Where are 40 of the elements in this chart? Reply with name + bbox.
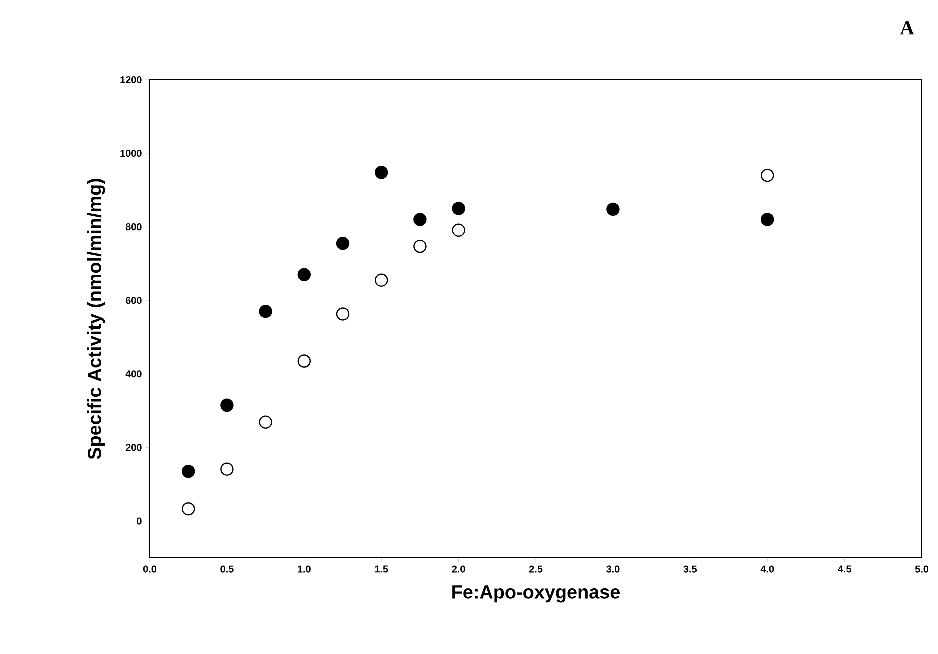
x-tick-label: 2.5 xyxy=(529,566,543,573)
point xyxy=(606,202,620,216)
point xyxy=(298,354,311,368)
point xyxy=(452,224,466,237)
point xyxy=(761,168,774,182)
x-tick-label: 1.5 xyxy=(375,566,388,573)
point xyxy=(336,308,350,321)
point xyxy=(259,305,272,318)
point xyxy=(220,398,234,412)
point xyxy=(298,268,311,282)
x-tick-label: 0.0 xyxy=(143,566,157,573)
y-tick-label: 0 xyxy=(137,518,142,525)
x-tick-label: 0.5 xyxy=(220,566,234,573)
point xyxy=(452,202,466,216)
point xyxy=(375,166,388,180)
y-tick-label: 600 xyxy=(126,297,142,304)
x-tick-label: 4.5 xyxy=(838,566,852,573)
point xyxy=(182,464,196,478)
x-axis-title: Fe:Apo-oxygenase xyxy=(452,586,620,603)
x-tick-label: 3.0 xyxy=(606,566,620,573)
x-tick-label: 3.5 xyxy=(684,566,698,573)
y-tick-label: 1000 xyxy=(120,150,142,158)
point xyxy=(220,462,234,476)
point xyxy=(336,237,350,250)
point xyxy=(259,416,272,429)
point xyxy=(375,274,388,287)
point xyxy=(414,240,427,254)
x-tick-label: 5.0 xyxy=(915,566,929,573)
point xyxy=(182,502,196,516)
text: A xyxy=(900,22,914,35)
y-tick-label: 1200 xyxy=(120,76,142,84)
y-tick-label: 200 xyxy=(126,444,142,452)
x-tick-label: 1.0 xyxy=(298,566,311,573)
x-tick-label: 2.0 xyxy=(452,566,466,573)
y-tick-label: 400 xyxy=(126,370,142,378)
x-tick-label: 4.0 xyxy=(760,566,774,573)
point xyxy=(761,213,774,226)
y-axis-title: Specific Activity (nmol/min/mg) xyxy=(87,179,106,460)
y-tick-label: 800 xyxy=(126,224,142,231)
point xyxy=(414,213,427,226)
